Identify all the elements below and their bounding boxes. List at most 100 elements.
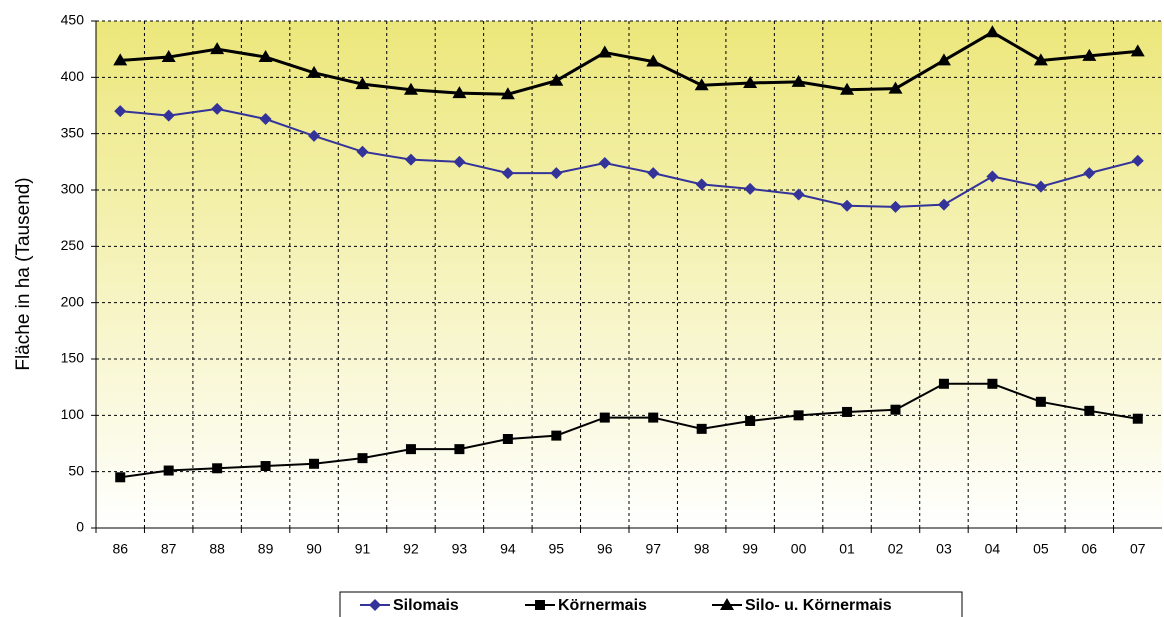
marker bbox=[985, 25, 1000, 38]
marker bbox=[404, 153, 417, 166]
marker bbox=[792, 188, 805, 201]
x-tick-label: 87 bbox=[161, 541, 177, 557]
marker bbox=[535, 600, 545, 610]
marker bbox=[720, 598, 734, 610]
x-tick-label: 98 bbox=[694, 541, 710, 557]
marker bbox=[599, 412, 610, 423]
y-tick-label: 50 bbox=[68, 462, 84, 478]
x-tick-label: 89 bbox=[258, 541, 274, 557]
marker bbox=[744, 182, 757, 195]
marker bbox=[369, 599, 381, 611]
marker bbox=[551, 430, 562, 441]
marker bbox=[163, 465, 174, 476]
marker bbox=[211, 102, 224, 115]
x-tick-label: 00 bbox=[791, 541, 807, 557]
marker bbox=[309, 458, 320, 469]
marker bbox=[648, 412, 659, 423]
x-tick-label: 97 bbox=[645, 541, 661, 557]
marker bbox=[162, 109, 175, 122]
series-line bbox=[120, 382, 1138, 479]
x-tick-label: 86 bbox=[112, 541, 128, 557]
y-tick-label: 150 bbox=[61, 350, 85, 366]
series-line bbox=[120, 107, 1139, 208]
marker bbox=[453, 155, 466, 168]
y-tick-label: 400 bbox=[61, 68, 85, 84]
marker bbox=[743, 75, 758, 88]
x-tick-label: 90 bbox=[306, 541, 322, 557]
marker bbox=[210, 42, 225, 55]
marker bbox=[1033, 53, 1048, 66]
marker bbox=[597, 45, 612, 58]
marker bbox=[987, 378, 998, 389]
x-tick-label: 95 bbox=[549, 541, 565, 557]
marker bbox=[1035, 396, 1046, 407]
marker bbox=[1131, 154, 1144, 167]
x-tick-label: 06 bbox=[1082, 541, 1098, 557]
x-tick-label: 02 bbox=[888, 541, 904, 557]
marker bbox=[501, 167, 514, 180]
marker bbox=[840, 82, 855, 95]
y-tick-label: 0 bbox=[76, 519, 84, 535]
x-tick-label: 92 bbox=[403, 541, 419, 557]
y-tick-label: 100 bbox=[61, 406, 85, 422]
y-tick-label: 350 bbox=[61, 124, 85, 140]
x-tick-label: 05 bbox=[1033, 541, 1049, 557]
x-tick-label: 07 bbox=[1130, 541, 1146, 557]
marker bbox=[115, 472, 126, 483]
y-axis-label: Fläche in ha (Tausend) bbox=[13, 177, 34, 370]
marker bbox=[1084, 405, 1095, 416]
marker bbox=[793, 410, 804, 421]
marker bbox=[549, 73, 564, 86]
marker bbox=[500, 87, 515, 100]
marker bbox=[889, 200, 902, 213]
marker bbox=[938, 378, 949, 389]
marker bbox=[1034, 180, 1047, 193]
marker bbox=[550, 167, 563, 180]
marker bbox=[113, 53, 128, 66]
marker bbox=[161, 50, 176, 63]
marker bbox=[888, 81, 903, 94]
marker bbox=[695, 178, 708, 191]
marker bbox=[936, 53, 951, 66]
x-tick-label: 03 bbox=[936, 541, 952, 557]
marker bbox=[986, 170, 999, 183]
marker bbox=[791, 74, 806, 87]
x-tick-label: 01 bbox=[839, 541, 855, 557]
x-tick-label: 04 bbox=[985, 541, 1001, 557]
y-tick-label: 450 bbox=[61, 12, 85, 28]
marker bbox=[502, 433, 513, 444]
marker bbox=[259, 113, 272, 126]
x-tick-label: 91 bbox=[355, 541, 371, 557]
marker bbox=[260, 461, 271, 472]
marker bbox=[937, 198, 950, 211]
marker bbox=[841, 199, 854, 212]
marker bbox=[308, 129, 321, 142]
x-tick-label: 99 bbox=[742, 541, 758, 557]
legend-label: Silomais bbox=[393, 597, 459, 614]
marker bbox=[890, 404, 901, 415]
marker bbox=[694, 78, 709, 91]
marker bbox=[1130, 44, 1145, 57]
marker bbox=[696, 423, 707, 434]
marker bbox=[842, 406, 853, 417]
x-tick-label: 88 bbox=[209, 541, 225, 557]
marker bbox=[405, 444, 416, 455]
marker bbox=[1132, 413, 1143, 424]
marker bbox=[258, 50, 273, 63]
marker bbox=[454, 444, 465, 455]
marker bbox=[647, 167, 660, 180]
marker bbox=[598, 156, 611, 169]
marker bbox=[1083, 167, 1096, 180]
marker bbox=[403, 82, 418, 95]
marker bbox=[452, 86, 467, 99]
legend-label: Körnermais bbox=[558, 597, 647, 614]
y-tick-label: 200 bbox=[61, 293, 85, 309]
marker bbox=[307, 65, 322, 78]
x-tick-label: 93 bbox=[452, 541, 468, 557]
marker bbox=[114, 105, 127, 118]
marker bbox=[355, 77, 370, 90]
marker bbox=[212, 463, 223, 474]
legend-box bbox=[339, 591, 963, 617]
y-tick-label: 250 bbox=[61, 237, 85, 253]
